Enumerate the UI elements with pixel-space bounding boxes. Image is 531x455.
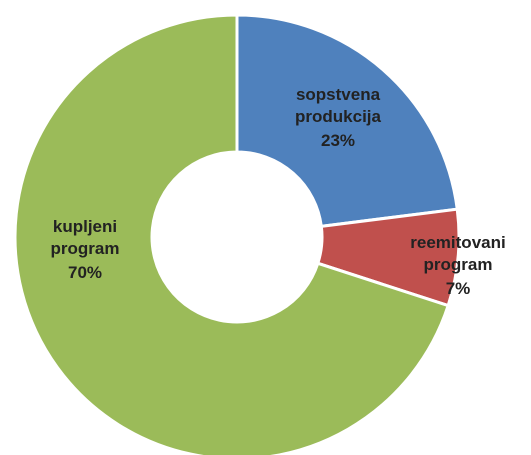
value-label: 70% (68, 263, 102, 282)
donut-slice (235, 13, 459, 229)
value-label: 23% (321, 131, 355, 150)
slice-label: kupljeni program 70% (51, 217, 120, 282)
slice-label: reemitovani program 7% (410, 233, 505, 298)
donut-slice (13, 13, 451, 455)
category-label: kupljeni program (51, 217, 120, 258)
category-label: reemitovani program (410, 233, 505, 274)
slice-label: sopstvena produkcija 23% (295, 85, 382, 150)
value-label: 7% (446, 279, 471, 298)
category-label: sopstvena produkcija (295, 85, 382, 126)
